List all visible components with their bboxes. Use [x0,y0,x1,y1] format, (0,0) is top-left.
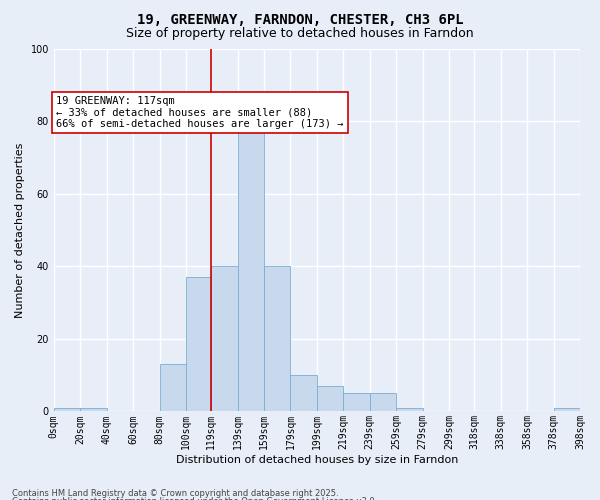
X-axis label: Distribution of detached houses by size in Farndon: Distribution of detached houses by size … [176,455,458,465]
Bar [396,408,422,412]
Bar [238,92,264,411]
Bar [343,394,370,411]
Bar [554,408,580,412]
Bar [186,278,211,411]
Text: 19, GREENWAY, FARNDON, CHESTER, CH3 6PL: 19, GREENWAY, FARNDON, CHESTER, CH3 6PL [137,12,463,26]
Text: Size of property relative to detached houses in Farndon: Size of property relative to detached ho… [126,28,474,40]
Bar [317,386,343,411]
Text: Contains HM Land Registry data © Crown copyright and database right 2025.: Contains HM Land Registry data © Crown c… [12,488,338,498]
Bar [264,266,290,412]
Y-axis label: Number of detached properties: Number of detached properties [15,142,25,318]
Bar [290,375,317,412]
Bar [54,408,80,412]
Bar [370,394,396,411]
Bar [80,408,107,412]
Bar [211,266,238,412]
Bar [160,364,186,412]
Text: 19 GREENWAY: 117sqm
← 33% of detached houses are smaller (88)
66% of semi-detach: 19 GREENWAY: 117sqm ← 33% of detached ho… [56,96,344,130]
Text: Contains public sector information licensed under the Open Government Licence v3: Contains public sector information licen… [12,498,377,500]
